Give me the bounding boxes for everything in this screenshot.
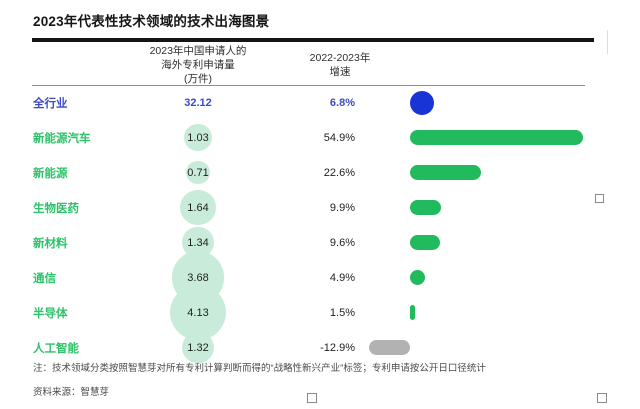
- growth-value: 22.6%: [323, 166, 355, 179]
- row-label: 通信: [33, 272, 56, 285]
- row-label: 半导体: [33, 307, 68, 320]
- growth-bar: [410, 165, 482, 180]
- table-row: 新能源汽车 1.03 54.9%: [0, 120, 640, 155]
- footnote: 注：技术领域分类按照智慧芽对所有专利计算判断而得的“战略性新兴产业”标签；专利申…: [33, 363, 486, 374]
- page-title: 2023年代表性技术领域的技术出海图景: [33, 14, 270, 29]
- growth-bar: [369, 340, 410, 355]
- growth-value: -12.9%: [320, 341, 355, 354]
- row-label: 新能源汽车: [33, 132, 91, 145]
- row-label: 全行业: [33, 97, 68, 110]
- growth-value: 1.5%: [329, 306, 355, 319]
- title-divider: [32, 38, 594, 42]
- row-label: 生物医药: [33, 202, 79, 215]
- applications-value: 1.64: [187, 201, 209, 214]
- source-credit: 资料来源：智慧芽: [33, 387, 110, 398]
- applications-value: 1.32: [187, 341, 209, 354]
- column-header-line: (万件): [184, 73, 212, 85]
- applications-value: 1.34: [187, 236, 209, 249]
- row-label: 新材料: [33, 237, 68, 250]
- table-row: 通信 3.68 4.9%: [0, 251, 640, 304]
- table-row: 人工智能 1.32 -12.9%: [0, 330, 640, 365]
- growth-value: 9.6%: [329, 236, 355, 249]
- row-label: 新能源: [33, 167, 68, 180]
- growth-value: 6.8%: [329, 96, 355, 109]
- applications-value: 3.68: [187, 271, 209, 284]
- table-row: 半导体 4.13 1.5%: [0, 284, 640, 341]
- applications-value: 4.13: [187, 306, 209, 319]
- applications-bubble: [184, 123, 212, 152]
- growth-bar: [410, 305, 415, 320]
- table-row: 新能源 0.71 22.6%: [0, 155, 640, 190]
- column-header-applications: 2023年中国申请人的 海外专利申请量 (万件): [118, 44, 278, 86]
- applications-bubble: [180, 189, 216, 226]
- vertical-divider-line: [607, 30, 608, 54]
- growth-bar: [410, 200, 442, 215]
- missing-glyph-box: [597, 393, 607, 403]
- growth-value: 4.9%: [329, 271, 355, 284]
- applications-bubble: [170, 284, 226, 341]
- row-label: 人工智能: [33, 342, 79, 355]
- growth-bar: [410, 270, 426, 285]
- column-header-line: 2022-2023年: [309, 52, 371, 64]
- table-row: 新材料 1.34 9.6%: [0, 225, 640, 260]
- growth-marker-circle: [410, 90, 434, 115]
- column-header-line: 2023年中国申请人的: [149, 45, 247, 57]
- growth-bar: [410, 235, 441, 250]
- applications-value: 32.12: [184, 96, 212, 109]
- chart-rows: 全行业 32.12 6.8% 新能源汽车 1.03 54.9% 新能源 0.71 22.6% 生物…: [0, 85, 640, 365]
- applications-value: 1.03: [187, 131, 209, 144]
- missing-glyph-box: [307, 393, 317, 403]
- applications-bubble: [182, 331, 214, 364]
- column-header-growth: 2022-2023年 增速: [280, 51, 400, 79]
- growth-bar: [410, 130, 583, 145]
- column-header-line: 海外专利申请量: [161, 59, 235, 71]
- growth-value: 54.9%: [323, 131, 355, 144]
- column-header-line: 增速: [329, 66, 351, 78]
- applications-bubble: [186, 160, 210, 185]
- header-divider: [32, 85, 585, 86]
- missing-glyph-box: [595, 194, 604, 203]
- applications-value: 0.71: [187, 166, 209, 179]
- table-row: 全行业 32.12 6.8%: [0, 85, 640, 120]
- table-row: 生物医药 1.64 9.9%: [0, 189, 640, 226]
- growth-value: 9.9%: [329, 201, 355, 214]
